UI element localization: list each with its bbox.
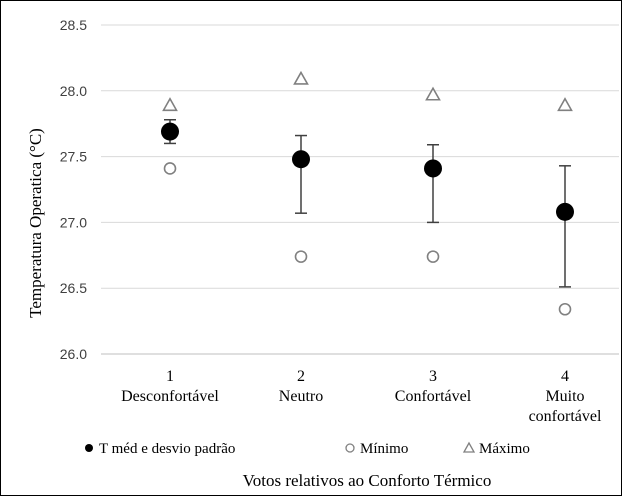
category-label: Confortável <box>395 388 472 405</box>
category-number: 1 <box>166 368 174 385</box>
category-label: Muito <box>545 388 584 405</box>
legend-marker-maximum <box>462 441 476 453</box>
data-marks <box>161 70 574 316</box>
minimum-point <box>558 302 572 316</box>
legend-marker-mean <box>85 444 93 452</box>
category-label: Neutro <box>279 388 323 405</box>
x-category-labels: 1 Desconfortável 2 Neutro 3 Confortável 4 Muito… <box>121 368 602 425</box>
maximum-point <box>293 70 309 85</box>
category-number: 4 <box>561 368 569 385</box>
maximum-point <box>557 97 573 112</box>
legend-label-mean: T méd e desvio padrão <box>99 441 235 457</box>
mean-point <box>556 202 574 221</box>
minimum-point <box>426 250 440 263</box>
category-number: 3 <box>429 368 437 385</box>
legend-marker-minimum <box>345 443 355 453</box>
maximum-point <box>162 97 178 112</box>
category-label: confortável <box>529 408 602 425</box>
y-tick-label: 27.0 <box>60 214 87 230</box>
y-tick-label: 27.5 <box>60 149 87 165</box>
y-tick-label: 26.5 <box>60 280 87 296</box>
y-axis-label: Temperatura Operatica (°C) <box>26 128 45 318</box>
minimum-point <box>294 250 308 263</box>
legend-label-maximum: Máximo <box>479 441 530 457</box>
y-tick-label: 26.0 <box>60 346 87 362</box>
mean-point <box>161 122 179 141</box>
y-tick-label: 28.5 <box>60 17 87 33</box>
legend-label-minimum: Mínimo <box>360 441 408 457</box>
category-label: Desconfortável <box>121 388 219 405</box>
legend: T méd e desvio padrão Mínimo Máximo <box>85 441 530 457</box>
y-tick-labels: 26.0 26.5 27.0 27.5 28.0 28.5 <box>60 17 87 362</box>
mean-point <box>424 159 442 178</box>
maximum-point <box>425 86 441 101</box>
grid-layer <box>101 24 619 355</box>
x-axis-label: Votos relativos ao Conforto Térmico <box>243 471 492 490</box>
minimum-point <box>163 162 177 175</box>
mean-point <box>292 150 310 169</box>
y-tick-label: 28.0 <box>60 83 87 99</box>
category-number: 2 <box>297 368 305 385</box>
